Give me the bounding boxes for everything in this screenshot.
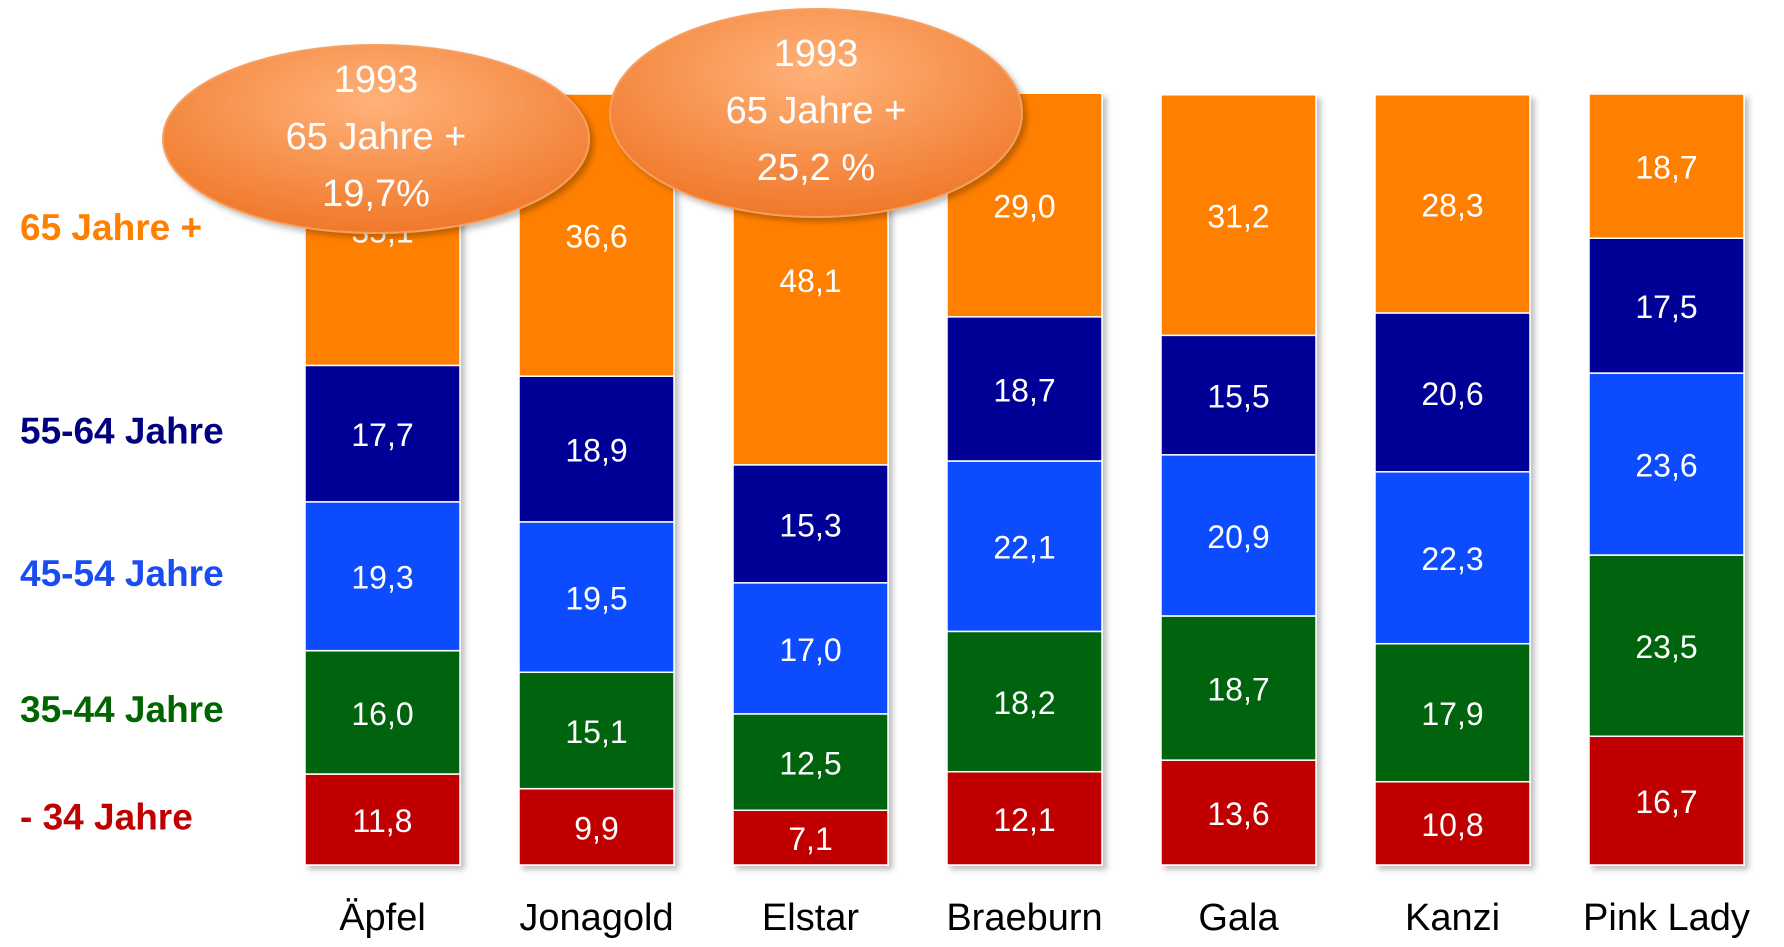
bar-segment (732, 582, 889, 715)
bar-segment (1160, 454, 1317, 617)
bar-segment (1374, 94, 1531, 314)
data-label: 16,7 (1635, 784, 1697, 820)
bar-segment (1160, 334, 1317, 456)
annotation-text: 65 Jahre + (286, 116, 467, 158)
bar-segment (304, 773, 461, 866)
bar-segment (304, 649, 461, 775)
data-label: 19,5 (565, 581, 627, 617)
data-label: 7,1 (788, 821, 832, 857)
legend-label: 55-64 Jahre (20, 410, 224, 451)
bar-segment (732, 464, 889, 584)
data-label: 11,8 (353, 803, 413, 839)
bar-stack (1374, 94, 1531, 866)
data-label: 23,5 (1635, 629, 1697, 665)
data-label: 10,8 (1421, 807, 1483, 843)
annotation-text: 1993 (774, 33, 859, 75)
bar-segment (1160, 94, 1317, 337)
data-label: 17,0 (779, 632, 841, 668)
legend-label: 45-54 Jahre (20, 553, 224, 594)
data-label: 18,7 (1207, 672, 1269, 708)
data-label: 36,6 (565, 219, 627, 255)
data-label: 22,1 (993, 530, 1055, 566)
bar-segment (518, 787, 675, 866)
bar-segment (1588, 735, 1745, 866)
bar-stack (1160, 94, 1317, 866)
bar-segment (946, 630, 1103, 773)
bar-segment (1374, 471, 1531, 645)
x-tick-label: Gala (1198, 897, 1279, 939)
data-label: 23,6 (1635, 448, 1697, 484)
data-label: 22,3 (1421, 541, 1483, 577)
data-label: 48,1 (779, 263, 841, 299)
data-label: 18,7 (1635, 150, 1697, 186)
bar-segment (518, 521, 675, 674)
x-tick-label: Äpfel (339, 897, 426, 939)
bar-segment (1588, 237, 1745, 374)
annotation-text: 19,7% (322, 173, 430, 215)
data-label: 20,9 (1207, 519, 1269, 555)
bar-segment (518, 375, 675, 523)
data-label: 12,5 (779, 746, 841, 782)
legend-label: 65 Jahre + (20, 207, 202, 248)
x-tick-label: Jonagold (519, 897, 673, 939)
data-label: 18,2 (993, 685, 1055, 721)
data-label: 15,3 (779, 507, 841, 543)
annotation-text: 1993 (334, 59, 419, 101)
bar-segment (732, 713, 889, 812)
bar-segment (946, 460, 1103, 633)
bar-segment (518, 671, 675, 790)
legend-label: - 34 Jahre (20, 796, 193, 837)
data-label: 16,0 (351, 696, 413, 732)
data-label: 15,5 (1207, 379, 1269, 415)
data-label: 20,6 (1421, 376, 1483, 412)
data-label: 28,3 (1421, 187, 1483, 223)
bar-segment (946, 316, 1103, 462)
bar-segment (1374, 780, 1531, 866)
data-label: 17,9 (1421, 696, 1483, 732)
bar-segment (1160, 615, 1317, 761)
data-label: 17,7 (351, 417, 413, 453)
x-tick-label: Elstar (762, 897, 859, 939)
bar-segment (1588, 372, 1745, 556)
annotation-bubble (609, 8, 1023, 218)
data-label: 19,3 (351, 560, 413, 596)
annotation-text: 25,2 % (757, 147, 875, 189)
x-tick-label: Braeburn (946, 897, 1102, 939)
bar-segment (1588, 554, 1745, 737)
bar-stack (1588, 93, 1745, 866)
data-label: 31,2 (1207, 199, 1269, 235)
bar-stack (946, 92, 1103, 866)
data-label: 29,0 (993, 188, 1055, 224)
data-label: 18,9 (565, 432, 627, 468)
data-label: 9,9 (574, 810, 618, 846)
data-label: 13,6 (1207, 796, 1269, 832)
bar-segment (1374, 312, 1531, 473)
legend-label: 35-44 Jahre (20, 689, 224, 730)
x-tick-label: Kanzi (1405, 897, 1500, 939)
data-label: 18,7 (993, 372, 1055, 408)
bar-segment (1588, 93, 1745, 239)
x-tick-label: Pink Lady (1583, 897, 1750, 939)
bar-segment (304, 364, 461, 503)
annotation-bubble (162, 44, 590, 234)
annotation-text: 65 Jahre + (726, 90, 907, 132)
bar-segment (732, 809, 889, 866)
bar-segment (946, 770, 1103, 866)
data-label: 15,1 (565, 714, 627, 750)
data-label: 12,1 (993, 802, 1055, 838)
data-label: 17,5 (1635, 289, 1697, 325)
